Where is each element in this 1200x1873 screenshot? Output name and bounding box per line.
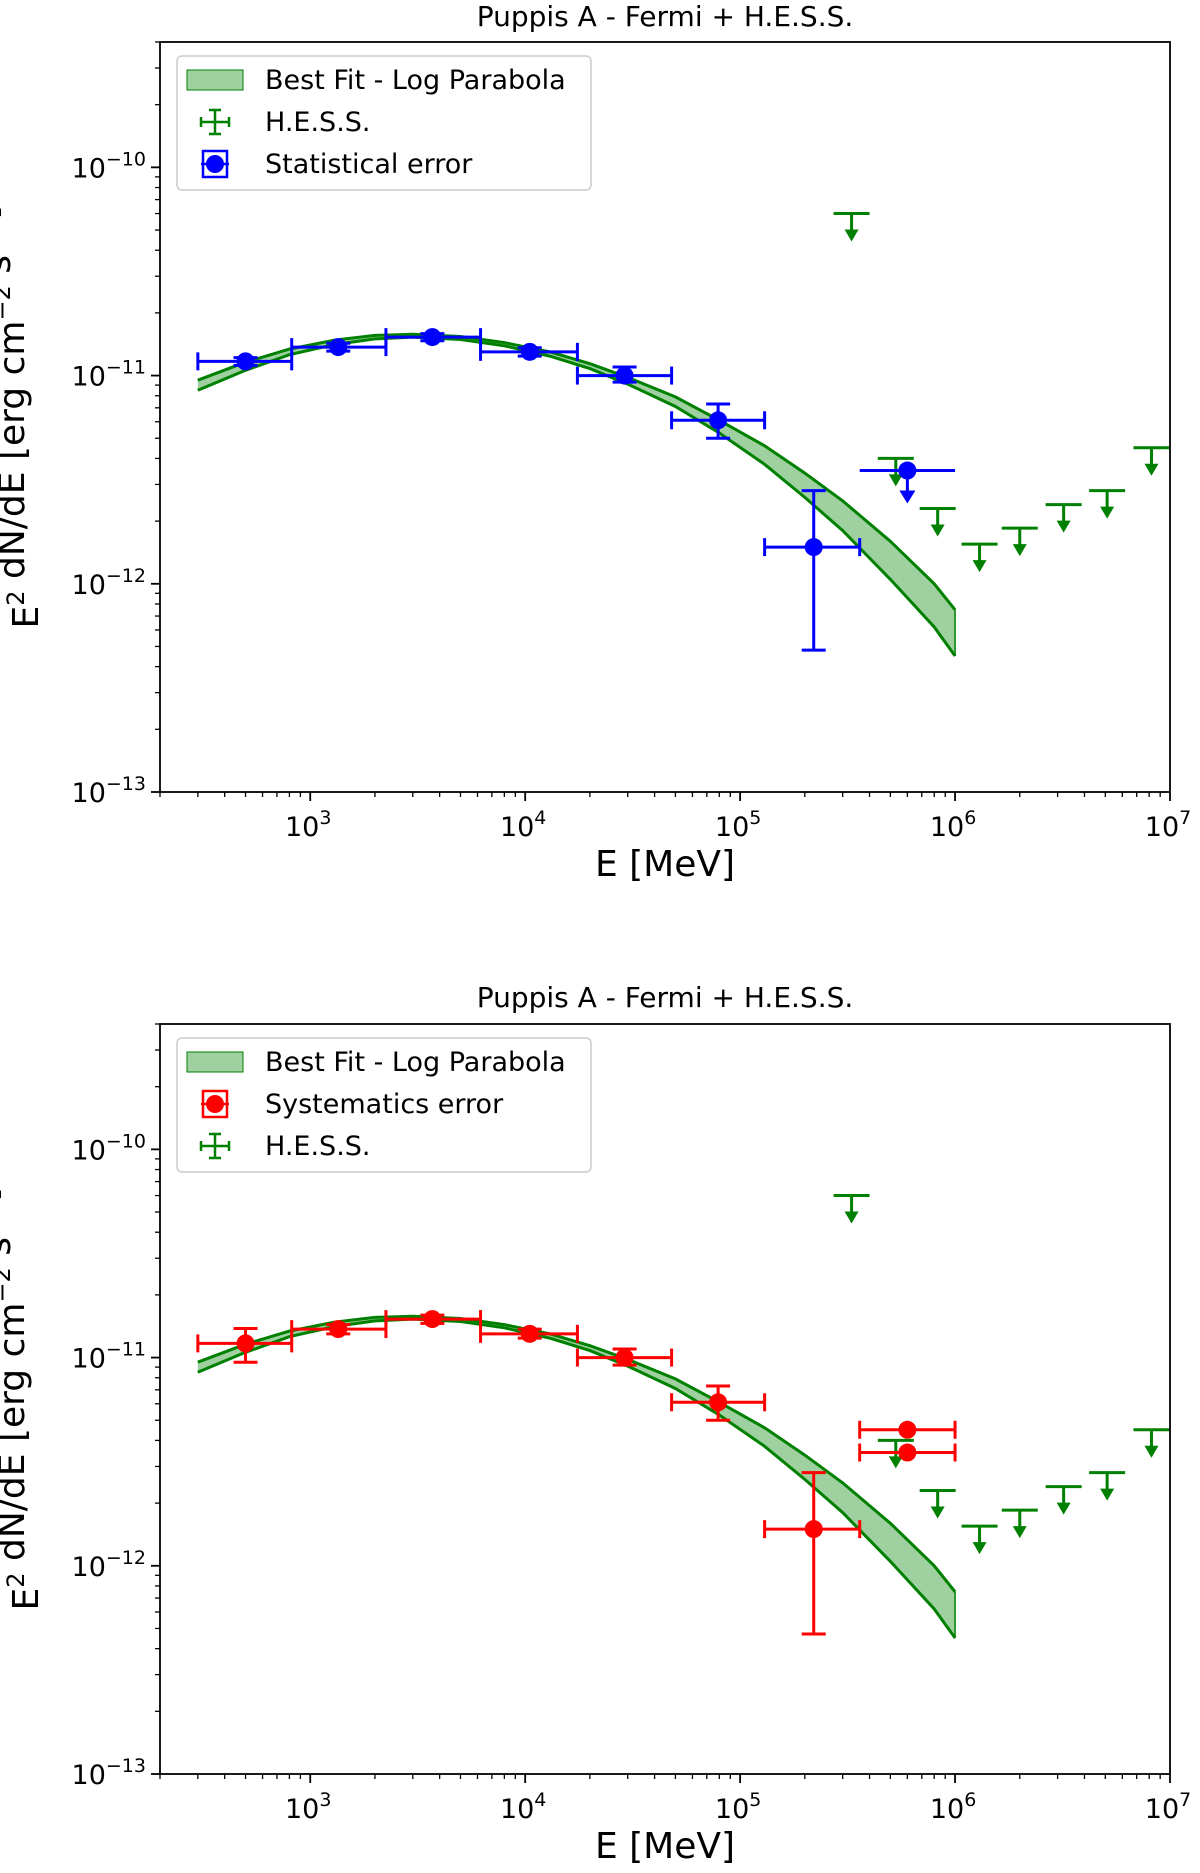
x-tick-label: 103: [285, 1789, 331, 1825]
fermi-data-point: [575, 1347, 674, 1367]
axes-frame: [159, 41, 1171, 793]
hess-upper-limit: [961, 542, 998, 573]
legend-fermi-marker: [201, 149, 229, 179]
x-tick-label: 107: [1145, 807, 1191, 843]
legend: Best Fit - Log Parabola Systematics error…: [176, 1037, 592, 1173]
hess-upper-limit: [919, 1488, 956, 1519]
hess-upper-limit: [919, 506, 956, 537]
x-tick-label: 104: [500, 1789, 546, 1825]
fermi-data-point: [384, 328, 483, 347]
legend-band-swatch: [186, 1051, 244, 1073]
hess-upper-limit: [833, 212, 870, 242]
legend-box: [176, 55, 592, 191]
y-tick-label: 10−13: [72, 773, 146, 809]
hess-upper-limit: [1089, 1471, 1126, 1501]
x-axis-label: E [MeV]: [595, 844, 735, 885]
chart-panel-statistical: Puppis A - Fermi + H.E.S.S. 103 104 105 106 1…: [0, 0, 1191, 885]
legend-label: Statistical error: [265, 149, 473, 180]
legend-fermi-marker: [201, 1089, 229, 1119]
y-tick-label: 10−12: [72, 565, 146, 601]
hess-upper-limit: [961, 1524, 998, 1555]
fermi-data-point: [290, 1320, 388, 1339]
y-axis-label: E2 dN/dE [erg cm−2 s−1]: [0, 1188, 47, 1611]
x-tick-label: 105: [715, 807, 761, 843]
y-axis-label: E2 dN/dE [erg cm−2 s−1]: [0, 206, 47, 629]
fermi-upper-limit: [859, 461, 956, 504]
x-tick-label: 106: [930, 1789, 976, 1825]
hess-upper-limit: [1133, 1428, 1170, 1458]
fermi-data-point: [670, 1384, 767, 1422]
fermi-data-point: [384, 1310, 483, 1329]
fermi-data-point: [858, 1443, 957, 1462]
legend-hess-marker: [199, 1132, 231, 1160]
hess-upper-limit: [1133, 446, 1170, 476]
hess-upper-limit: [833, 1194, 870, 1224]
best-fit-lower-line: [197, 335, 957, 657]
y-tick-label: 10−10: [72, 148, 146, 184]
legend-hess-marker: [199, 108, 231, 136]
x-tick-label: 103: [285, 807, 331, 843]
legend-band-swatch: [186, 69, 244, 91]
axes-frame: [159, 1023, 1171, 1775]
chart-title: Puppis A - Fermi + H.E.S.S.: [477, 0, 854, 33]
hess-upper-limit: [1001, 526, 1038, 557]
legend-box: [176, 1037, 592, 1173]
y-tick-label: 10−10: [72, 1130, 146, 1166]
hess-upper-limit: [1001, 1508, 1038, 1539]
fermi-data-point: [670, 402, 767, 440]
fermi-data-point: [763, 1471, 862, 1636]
x-tick-label: 105: [715, 1789, 761, 1825]
fermi-data-point: [196, 1326, 294, 1364]
fermi-data-point: [479, 1324, 579, 1343]
x-tick-label: 106: [930, 807, 976, 843]
y-tick-label: 10−13: [72, 1755, 146, 1791]
legend-label: Best Fit - Log Parabola: [265, 1047, 566, 1078]
legend-label: H.E.S.S.: [265, 107, 371, 138]
best-fit-lower-line: [197, 1317, 957, 1639]
x-tick-label: 107: [1145, 1789, 1191, 1825]
y-tick-label: 10−12: [72, 1547, 146, 1583]
x-tick-label: 104: [500, 807, 546, 843]
legend: Best Fit - Log Parabola H.E.S.S. Statistic…: [176, 55, 592, 191]
fermi-data-point: [290, 338, 388, 357]
hess-upper-limit: [1045, 503, 1082, 533]
legend-label: Best Fit - Log Parabola: [265, 65, 566, 96]
fermi-data-point: [479, 342, 579, 361]
chart-title: Puppis A - Fermi + H.E.S.S.: [477, 981, 854, 1014]
fermi-data-point: [575, 365, 674, 385]
x-axis-label: E [MeV]: [595, 1826, 735, 1867]
y-tick-label: 10−11: [72, 357, 146, 393]
hess-upper-limit: [1089, 489, 1126, 519]
fermi-data-point: [763, 489, 862, 652]
legend-label: Systematics error: [265, 1089, 504, 1120]
y-tick-label: 10−11: [72, 1339, 146, 1375]
chart-panel-systematics: Puppis A - Fermi + H.E.S.S. 103 104 105 106 1…: [0, 981, 1191, 1867]
legend-label: H.E.S.S.: [265, 1131, 371, 1162]
hess-upper-limit: [1045, 1485, 1082, 1515]
fermi-data-point: [858, 1420, 957, 1439]
